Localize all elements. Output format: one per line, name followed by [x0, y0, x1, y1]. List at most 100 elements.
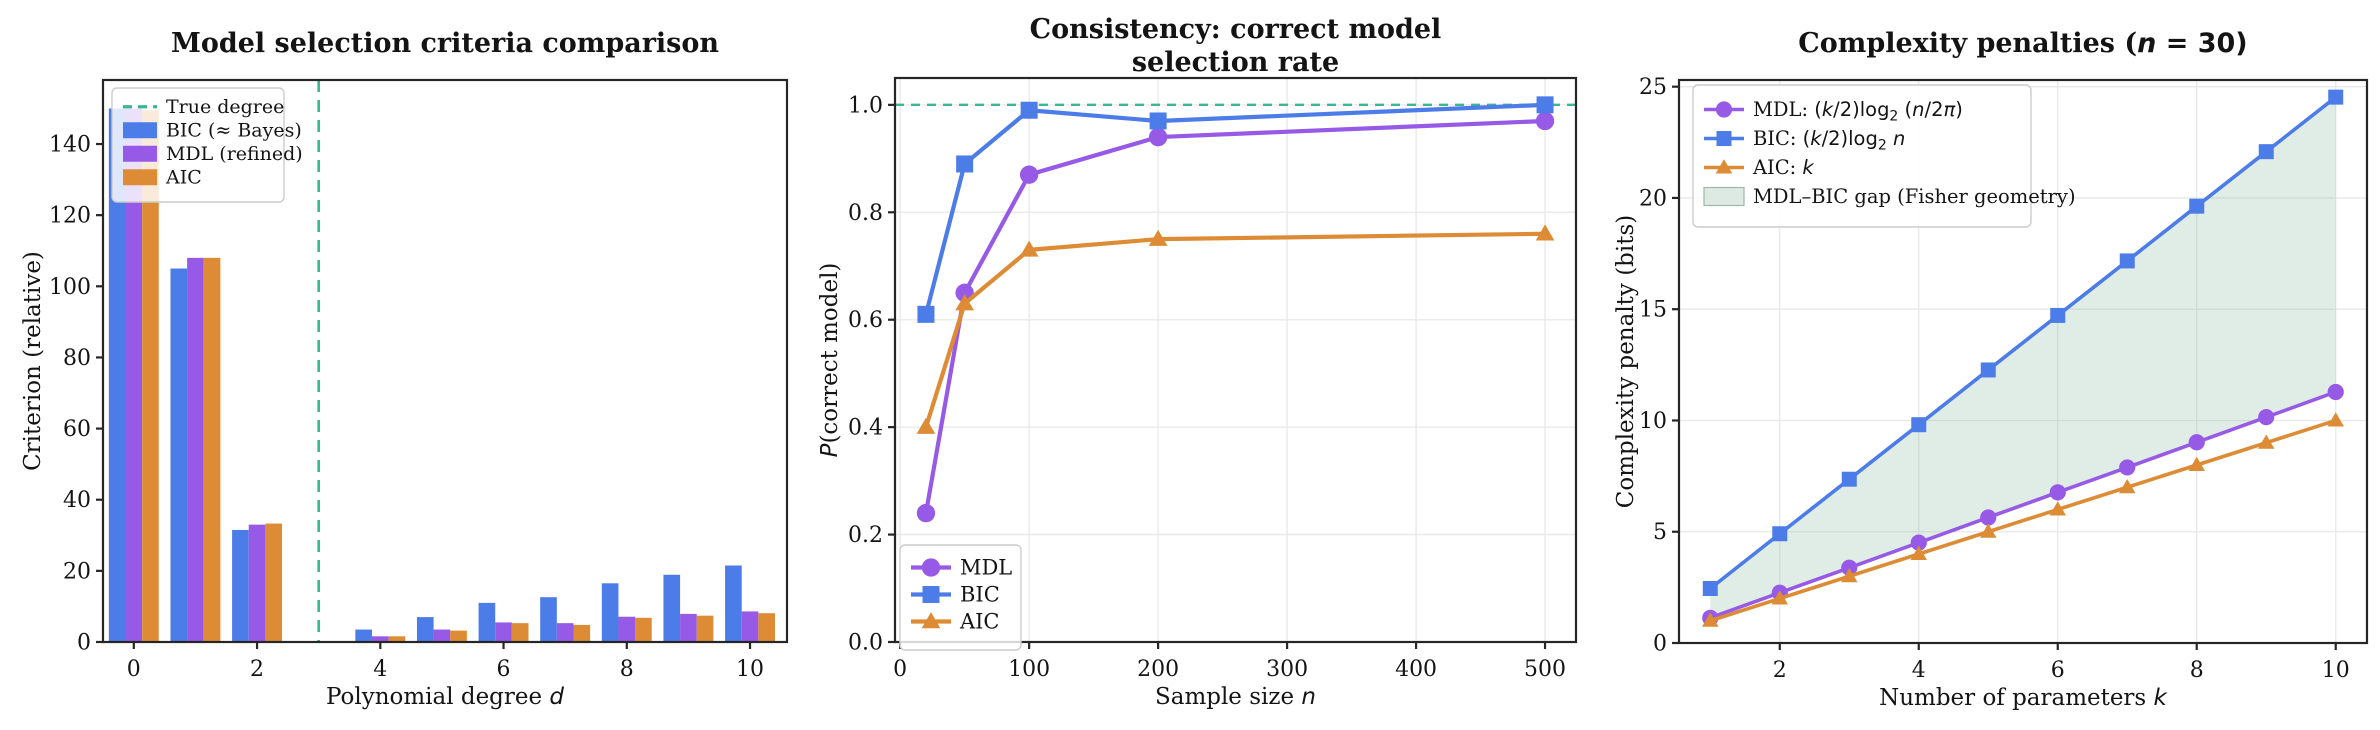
x-tick-label: 8: [2189, 658, 2203, 683]
legend-item: AIC: k: [1703, 156, 1814, 179]
bar: [248, 524, 266, 642]
bar: [265, 523, 283, 642]
x-axis-label: Sample size n: [1155, 684, 1316, 710]
legend-item: MDL (refined): [122, 143, 303, 165]
bar: [618, 616, 636, 642]
legend-triangle-marker: [921, 612, 941, 629]
y-axis-label: Complexity penalty (bits): [1613, 215, 1639, 508]
y-tick-label: 0.2: [848, 523, 883, 548]
bar: [450, 630, 467, 642]
bar: [663, 574, 681, 642]
bar: [573, 624, 591, 642]
circle-marker: [2118, 459, 2135, 476]
circle-marker: [1910, 534, 1927, 551]
bar: [635, 617, 652, 642]
x-tick-label: 6: [497, 657, 511, 682]
bar: [680, 613, 697, 642]
legend-label: BIC (≈ Bayes): [166, 120, 302, 142]
square-marker: [1020, 101, 1038, 119]
square-marker: [1149, 112, 1167, 130]
triangle-marker: [1701, 612, 1719, 627]
panel-consistency-rate: 0 100 200 300 400 500 0.0 0.2 0.4 0.6 0.8 1.0 Sample…: [793, 0, 1586, 730]
legend-item: MDL: (k/2)log2 (n/2π): [1703, 98, 1962, 124]
legend-patch-swatch: [1703, 186, 1745, 207]
square-marker: [2049, 307, 2065, 323]
x-tick-label: 0: [893, 657, 907, 682]
bar: [170, 268, 188, 642]
legend-label: AIC: [165, 167, 202, 189]
square-marker: [1910, 417, 1926, 433]
y-axis-label: P(correct model): [817, 263, 843, 458]
x-tick-label: 10: [736, 657, 764, 682]
plot-border: [101, 78, 789, 644]
x-axis-label: Number of parameters k: [1879, 685, 2168, 711]
bar: [433, 629, 451, 642]
legend-item: BIC: (k/2)log2 n: [1703, 127, 1905, 153]
legend-box: [1691, 84, 2032, 228]
square-marker: [1771, 526, 1787, 542]
circle-marker: [1536, 111, 1555, 131]
square-marker: [1702, 580, 1718, 596]
x-tick-label: 500: [1524, 657, 1566, 682]
data-line: [924, 118, 1548, 516]
x-axis-label: Polynomial degree d: [326, 684, 564, 710]
y-tick-label: 0.4: [848, 416, 883, 441]
line-series-bic: [1702, 89, 2343, 596]
triangle-marker: [955, 294, 975, 311]
panel-complexity-penalties: 2 4 6 8 10 0 5 10 15 20 25 Number of parameters k Co…: [1587, 0, 2380, 730]
legend-square-marker: [922, 586, 940, 603]
square-marker: [2119, 253, 2135, 269]
legend-item: BIC (≈ Bayes): [122, 120, 302, 142]
triangle-marker: [1840, 567, 1858, 583]
bar: [495, 622, 512, 642]
triangle-marker: [1979, 523, 1997, 538]
x-tick-label: 200: [1137, 657, 1179, 682]
data-line: [1708, 95, 2338, 591]
y-tick-label: 0.8: [848, 201, 883, 226]
legend-label: MDL–BIC gap (Fisher geometry): [1753, 185, 2076, 208]
circle-marker: [1149, 127, 1168, 147]
mdl-bic-gap-region: [1709, 97, 2336, 618]
x-tick-label: 6: [2050, 658, 2064, 683]
triangle-marker: [2049, 501, 2066, 516]
legend-label: AIC: k: [1752, 156, 1814, 179]
legend-bar-swatch: [122, 122, 157, 139]
legend: MDL BIC AIC: [899, 544, 1023, 651]
legend-circle-marker: [922, 558, 941, 577]
bar-series-bic: [108, 108, 742, 643]
legend-label: MDL (refined): [166, 143, 303, 165]
legend-triangle-marker: [1715, 159, 1732, 174]
x-tick-label: 4: [1911, 658, 1925, 683]
y-tick-label: 1.0: [848, 93, 883, 118]
bar: [203, 257, 221, 642]
axis-ticks: 2 4 6 8 10 0 5 10 15 20 25: [1639, 75, 2350, 683]
triangle-marker: [2257, 434, 2275, 449]
y-tick-label: 80: [63, 346, 91, 371]
x-tick-label: 4: [373, 657, 387, 682]
legend-square-marker: [1716, 131, 1732, 146]
legend-label: MDL: [960, 556, 1012, 580]
x-tick-label: 300: [1266, 657, 1308, 682]
bar: [741, 611, 759, 642]
plot-border: [1677, 78, 2368, 645]
bar: [478, 602, 496, 642]
data-line: [1708, 418, 2338, 623]
x-tick-label: 0: [127, 657, 141, 682]
line-series-aic: [916, 224, 1555, 434]
circle-marker: [1979, 509, 1997, 526]
bar: [125, 108, 143, 643]
x-tick-label: 2: [250, 657, 264, 682]
y-tick-label: 20: [63, 559, 91, 584]
square-marker: [956, 155, 974, 173]
x-tick-label: 8: [620, 657, 634, 682]
data-line: [1708, 390, 2338, 620]
bar: [187, 257, 204, 642]
legend-item: True degree: [122, 96, 284, 118]
chart-title: Complexity penalties (n = 30): [1798, 28, 2247, 59]
y-tick-label: 40: [63, 488, 91, 513]
x-tick-label: 100: [1008, 657, 1050, 682]
circle-marker: [1840, 559, 1858, 576]
x-tick-label: 10: [2321, 658, 2349, 683]
